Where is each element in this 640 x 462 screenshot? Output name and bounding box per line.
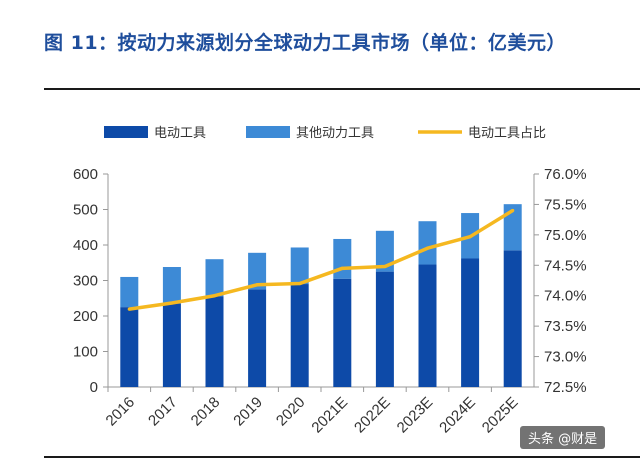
line-point [425,246,430,250]
line-point [340,266,344,270]
left-tick-label: 200 [73,308,98,325]
bar-other-power-tools [162,267,181,304]
right-tick-label: 73.0% [544,349,587,366]
bar-other-power-tools [503,204,522,251]
x-tick-label: 2016 [103,394,139,430]
right-tick-label: 73.5% [544,318,587,335]
x-tick-label: 2020 [273,394,309,430]
bar-electric-tools [248,289,267,387]
bar-electric-tools [503,250,522,387]
line-point [298,281,302,286]
x-tick-label: 2018 [188,394,224,430]
bar-other-power-tools [248,252,267,290]
right-tick-label: 75.0% [544,227,587,244]
x-tick-label: 2021E [308,394,351,437]
bar-electric-tools [205,296,224,387]
bar-electric-tools [162,303,181,387]
line-point [170,301,174,305]
line-point [255,283,259,287]
bar-other-power-tools [205,259,224,297]
right-tick-label: 74.5% [544,257,587,274]
legend-label: 电动工具 [154,126,206,141]
bar-electric-tools [418,264,437,387]
left-tick-label: 500 [73,202,98,219]
chart-legend: 电动工具 其他动力工具 电动工具占比 [104,126,546,141]
x-tick-label: 2019 [230,394,266,430]
right-tick-label: 76.0% [544,166,587,183]
bar-electric-tools [290,284,309,387]
line-point [468,235,472,239]
bar-electric-tools [333,278,352,387]
bar-other-power-tools [418,221,437,265]
bar-other-power-tools [290,247,309,285]
bar-electric-tools [461,258,480,387]
figure-title: 图 11：按动力来源划分全球动力工具市场（单位：亿美元） [44,32,567,54]
line-electric-share [129,209,514,311]
legend-swatch [104,126,148,138]
bar-other-power-tools [375,230,394,272]
right-tick-label: 74.0% [544,288,587,305]
line-point [511,208,515,213]
right-tick-label: 75.5% [544,196,587,213]
left-tick-label: 0 [90,379,98,396]
title-divider [44,88,640,90]
bar-electric-tools [375,271,394,387]
legend-swatch [246,126,290,138]
chart-line [127,208,515,311]
right-tick-label: 72.5% [544,379,587,396]
legend-electric-tools: 电动工具 [104,126,206,141]
x-tick-label: 2025E [479,394,522,437]
legend-label: 电动工具占比 [468,126,546,141]
left-tick-label: 100 [73,344,98,361]
x-tick-label: 2022E [351,394,394,437]
legend-label: 其他动力工具 [296,126,374,141]
left-tick-label: 300 [73,273,98,290]
left-tick-label: 600 [73,166,98,183]
legend-electric-share: 电动工具占比 [418,126,546,141]
chart-bars [120,204,522,387]
bar-other-power-tools [333,238,352,279]
x-tick-label: 2017 [145,394,181,430]
x-tick-label: 2023E [394,394,437,437]
watermark-badge: 头条 @财是 [520,426,606,449]
bottom-divider [44,456,640,458]
line-point [127,307,131,311]
x-tick-label: 2024E [436,394,479,437]
line-point [212,294,217,298]
bar-other-power-tools [120,276,139,308]
line-point [383,264,387,269]
bar-electric-tools [120,307,139,387]
left-tick-label: 400 [73,237,98,254]
legend-other-power-tools: 其他动力工具 [246,126,374,141]
